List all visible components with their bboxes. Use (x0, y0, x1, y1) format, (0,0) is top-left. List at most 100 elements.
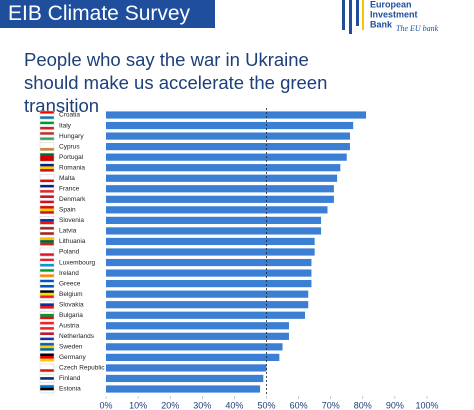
flag-stripe (40, 124, 54, 127)
chart-title: People who say the war in Ukraine should… (24, 49, 328, 116)
flag-stripe (40, 176, 54, 180)
category-label: Lithuania (59, 238, 86, 245)
flag-stripe (40, 179, 54, 183)
flag-stripe (40, 126, 54, 130)
category-label: Sweden (59, 344, 83, 351)
flag-stripe (40, 321, 54, 325)
flag-stripe (40, 356, 54, 359)
flag-stripe (40, 155, 54, 159)
bar (106, 185, 334, 193)
flag-border (39, 247, 55, 257)
flag-stripe (40, 269, 54, 272)
flag-stripe (40, 313, 54, 317)
bar (106, 132, 350, 140)
flag-stripe (40, 197, 54, 201)
flag-stripe (40, 205, 54, 209)
flag-stripe (40, 147, 54, 151)
category-label: Italy (59, 122, 72, 129)
flag-border (39, 110, 55, 120)
flag-border (39, 237, 55, 246)
bar (106, 164, 341, 172)
x-tick-label: 40% (225, 400, 243, 410)
flag-stripe (40, 345, 54, 349)
flag-stripe (40, 353, 54, 357)
flag-stripe (40, 219, 54, 222)
flag-border (39, 184, 55, 194)
flag-border (39, 152, 55, 162)
x-tick-label: 70% (322, 400, 340, 410)
flag-border (39, 384, 55, 394)
flag-stripe (40, 282, 54, 286)
flag-stripe (40, 240, 54, 243)
flag-stripe (40, 121, 54, 125)
flag-stripe (40, 132, 54, 135)
flag-stripe (40, 300, 54, 304)
category-label: Estonia (59, 386, 81, 393)
x-tick-label: 20% (161, 400, 179, 410)
flag-stripe (40, 292, 54, 296)
flag-stripe (40, 250, 54, 254)
flag-stripe (40, 137, 54, 141)
logo-bar (349, 0, 352, 34)
flag-stripe (40, 184, 54, 188)
bar (106, 374, 264, 383)
x-tick-label: 100% (415, 400, 438, 410)
flag-stripe (40, 332, 54, 336)
category-label: Spain (59, 207, 76, 214)
flag-border (39, 342, 55, 352)
flag-stripe (40, 174, 54, 177)
flag-stripe (40, 229, 54, 233)
flag-stripe (40, 290, 54, 293)
flag-stripe (40, 327, 54, 330)
flag-border (39, 258, 55, 267)
flag-stripe (40, 295, 54, 299)
logo-text: Bank (370, 19, 393, 29)
flag-border (39, 142, 55, 151)
flag-stripe (40, 377, 54, 380)
flag-stripe (40, 221, 54, 225)
bar (106, 364, 267, 372)
bar (106, 111, 367, 119)
bar (106, 290, 309, 298)
flag-stripe (40, 187, 54, 191)
category-label: Denmark (59, 196, 86, 203)
flag-stripe (40, 190, 54, 193)
x-tick-label: 80% (354, 400, 372, 410)
category-label: Slovakia (59, 301, 84, 308)
flag-stripe (40, 387, 54, 391)
flag-stripe (40, 116, 54, 120)
flag-stripe (40, 242, 54, 246)
x-tick-label: 90% (386, 400, 404, 410)
flag-border (39, 205, 55, 215)
flag-stripe (40, 324, 54, 328)
logo-bar (342, 0, 345, 30)
flag-stripe (40, 158, 54, 162)
flag-stripe (40, 306, 54, 309)
category-label: Croatia (59, 112, 80, 119)
flag-stripe (40, 316, 54, 320)
flag-stripe (40, 195, 54, 199)
category-label: France (59, 185, 80, 192)
category-label: Romania (59, 164, 85, 171)
flag-stripe (40, 248, 54, 251)
flag-stripe (40, 271, 54, 275)
flag-stripe (40, 145, 54, 149)
category-label: Ireland (59, 270, 79, 277)
category-label: Netherlands (59, 333, 95, 340)
logo-text: European (370, 0, 412, 9)
bar (106, 322, 289, 330)
bar (106, 237, 315, 246)
flag-stripe (40, 279, 54, 283)
flag-border (39, 173, 55, 183)
bar (106, 227, 322, 235)
flag-stripe (40, 337, 54, 341)
flag-border (39, 268, 55, 278)
flag-stripe (40, 166, 54, 170)
category-label: Luxembourg (59, 259, 96, 266)
flag-border (39, 163, 55, 172)
bar (106, 269, 312, 277)
flag-stripe (40, 390, 54, 394)
x-tick-label: 10% (129, 400, 147, 410)
bar (106, 343, 283, 351)
flag-stripe (40, 211, 54, 214)
